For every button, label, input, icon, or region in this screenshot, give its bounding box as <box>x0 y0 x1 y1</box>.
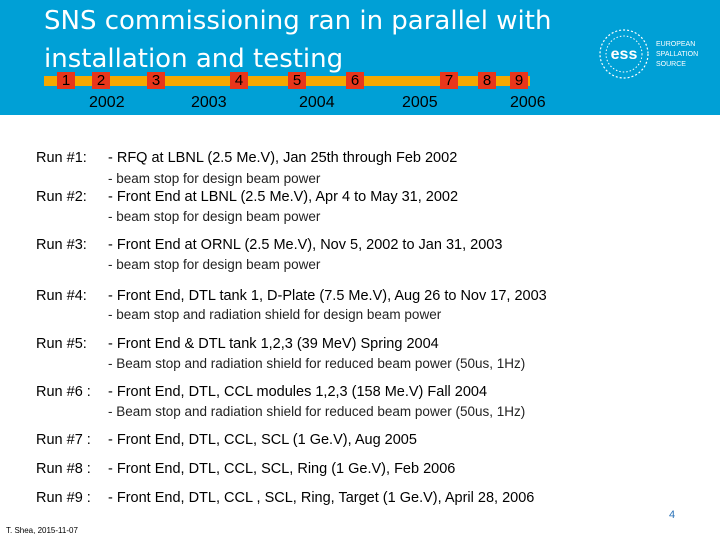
run-description: - Front End at ORNL (2.5 Me.V), Nov 5, 2… <box>108 237 503 253</box>
page-number: 4 <box>669 509 676 521</box>
run-item: Run #4: - Front End, DTL tank 1, D-Plate … <box>36 288 547 304</box>
run-description: - Front End at LBNL (2.5 Me.V), Apr 4 to… <box>108 189 459 205</box>
run-description: - Front End, DTL, CCL modules 1,2,3 (158… <box>108 384 488 400</box>
logo-text-line-3: SOURCE <box>656 61 686 68</box>
run-description: - Front End, DTL, CCL, SCL (1 Ge.V), Aug… <box>108 432 417 448</box>
run-label: Run #7 : <box>36 432 91 448</box>
title-line-2: installation and testing <box>44 44 344 74</box>
footer-author: T. Shea, 2015-11-07 <box>6 526 78 535</box>
timeline-marker: 1 <box>57 72 75 89</box>
run-detail: - Beam stop and radiation shield for red… <box>108 356 526 371</box>
title-line-1: SNS commissioning ran in parallel with <box>44 6 552 36</box>
timeline-marker: 3 <box>147 72 165 89</box>
run-label: Run #9 : <box>36 490 91 506</box>
logo-text-line-1: EUROPEAN <box>656 41 695 48</box>
run-detail: - Beam stop and radiation shield for red… <box>108 404 526 419</box>
run-detail: - beam stop for design beam power <box>108 171 321 186</box>
timeline-year: 2003 <box>191 94 227 111</box>
timeline-marker: 5 <box>288 72 306 89</box>
run-label: Run #5: <box>36 336 87 352</box>
timeline-marker: 9 <box>510 72 528 89</box>
run-description: - Front End & DTL tank 1,2,3 (39 MeV) Sp… <box>108 336 439 352</box>
timeline-year: 2006 <box>510 94 546 111</box>
run-item: Run #7 : - Front End, DTL, CCL, SCL (1 Ge… <box>36 432 417 448</box>
timeline-year: 2005 <box>402 94 438 111</box>
run-description: - Front End, DTL tank 1, D-Plate (7.5 Me… <box>108 288 547 304</box>
run-label: Run #6 : <box>36 384 91 400</box>
timeline-marker: 6 <box>346 72 364 89</box>
run-detail: - beam stop and radiation shield for des… <box>108 307 442 322</box>
run-label: Run #3: <box>36 237 87 253</box>
run-description: - Front End, DTL, CCL, SCL, Ring (1 Ge.V… <box>108 461 456 477</box>
run-detail: - beam stop for design beam power <box>108 209 321 224</box>
ess-logo: ess EUROPEAN SPALLATION SOURCE <box>599 29 698 79</box>
run-item: Run #5: - Front End & DTL tank 1,2,3 (39 … <box>36 336 439 352</box>
timeline-marker: 7 <box>440 72 458 89</box>
run-label: Run #1: <box>36 150 87 166</box>
run-item: Run #6 : - Front End, DTL, CCL modules 1,… <box>36 384 487 400</box>
run-item: Run #2: - Front End at LBNL (2.5 Me.V), A… <box>36 189 458 205</box>
timeline-marker: 2 <box>92 72 110 89</box>
run-item: Run #1: - RFQ at LBNL (2.5 Me.V), Jan 25t… <box>36 150 457 166</box>
logo-mark: ess <box>611 46 638 63</box>
header-banner: SNS commissioning ran in parallel with i… <box>0 0 720 115</box>
run-item: Run #3: - Front End at ORNL (2.5 Me.V), N… <box>36 237 502 253</box>
timeline-marker: 4 <box>230 72 248 89</box>
run-item: Run #9 : - Front End, DTL, CCL , SCL, Rin… <box>36 490 534 506</box>
run-label: Run #4: <box>36 288 87 304</box>
run-label: Run #8 : <box>36 461 91 477</box>
timeline-year: 2004 <box>299 94 335 111</box>
logo-text-line-2: SPALLATION <box>656 51 698 58</box>
run-detail: - beam stop for design beam power <box>108 257 321 272</box>
timeline-marker: 8 <box>478 72 496 89</box>
run-description: - RFQ at LBNL (2.5 Me.V), Jan 25th throu… <box>108 150 458 166</box>
timeline-year: 2002 <box>89 94 125 111</box>
run-item: Run #8 : - Front End, DTL, CCL, SCL, Ring… <box>36 461 455 477</box>
run-label: Run #2: <box>36 189 87 205</box>
run-description: - Front End, DTL, CCL , SCL, Ring, Targe… <box>108 490 535 506</box>
page-title: SNS commissioning ran in parallel with i… <box>44 2 584 78</box>
timeline-bar <box>44 76 530 86</box>
